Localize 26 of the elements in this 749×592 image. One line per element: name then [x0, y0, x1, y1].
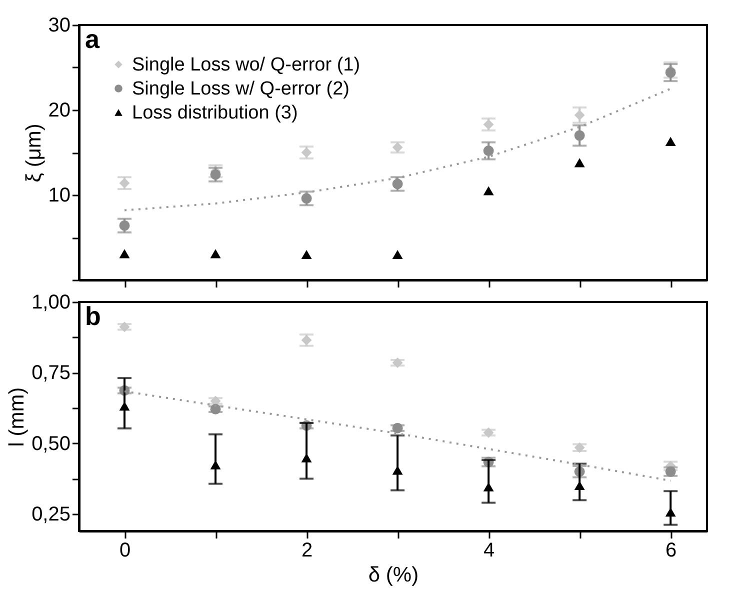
y-tick-label: 30	[48, 14, 70, 36]
point	[483, 186, 494, 196]
y-axis-title: ξ (μm)	[22, 124, 46, 182]
y-axis-title: l (mm)	[6, 387, 29, 447]
y-tick-label: 0,75	[32, 362, 70, 384]
annotation: a	[85, 24, 100, 54]
y-tick-label: 20	[48, 100, 70, 122]
x-tick-label: 4	[484, 540, 495, 562]
legend-label: Single Loss wo/ Q-error (1)	[132, 54, 360, 76]
point	[665, 136, 676, 146]
x-tick-label: 6	[666, 540, 677, 562]
y-tick-label: 10	[48, 184, 70, 206]
x-tick-label: 2	[301, 540, 313, 562]
point	[301, 250, 312, 260]
point	[210, 249, 221, 258]
legend-label: Loss distribution (3)	[132, 102, 298, 124]
y-tick-label: 1,00	[32, 292, 70, 314]
annotation: b	[85, 301, 101, 331]
point	[119, 249, 130, 258]
x-tick-label: 0	[119, 540, 131, 562]
point	[392, 250, 403, 260]
legend-label: Single Loss w/ Q-error (2)	[132, 78, 350, 100]
y-tick-label: 0,25	[32, 504, 70, 526]
y-tick-label: 0,50	[32, 432, 70, 455]
x-axis-title: δ (%)	[368, 564, 419, 586]
point	[574, 158, 585, 168]
